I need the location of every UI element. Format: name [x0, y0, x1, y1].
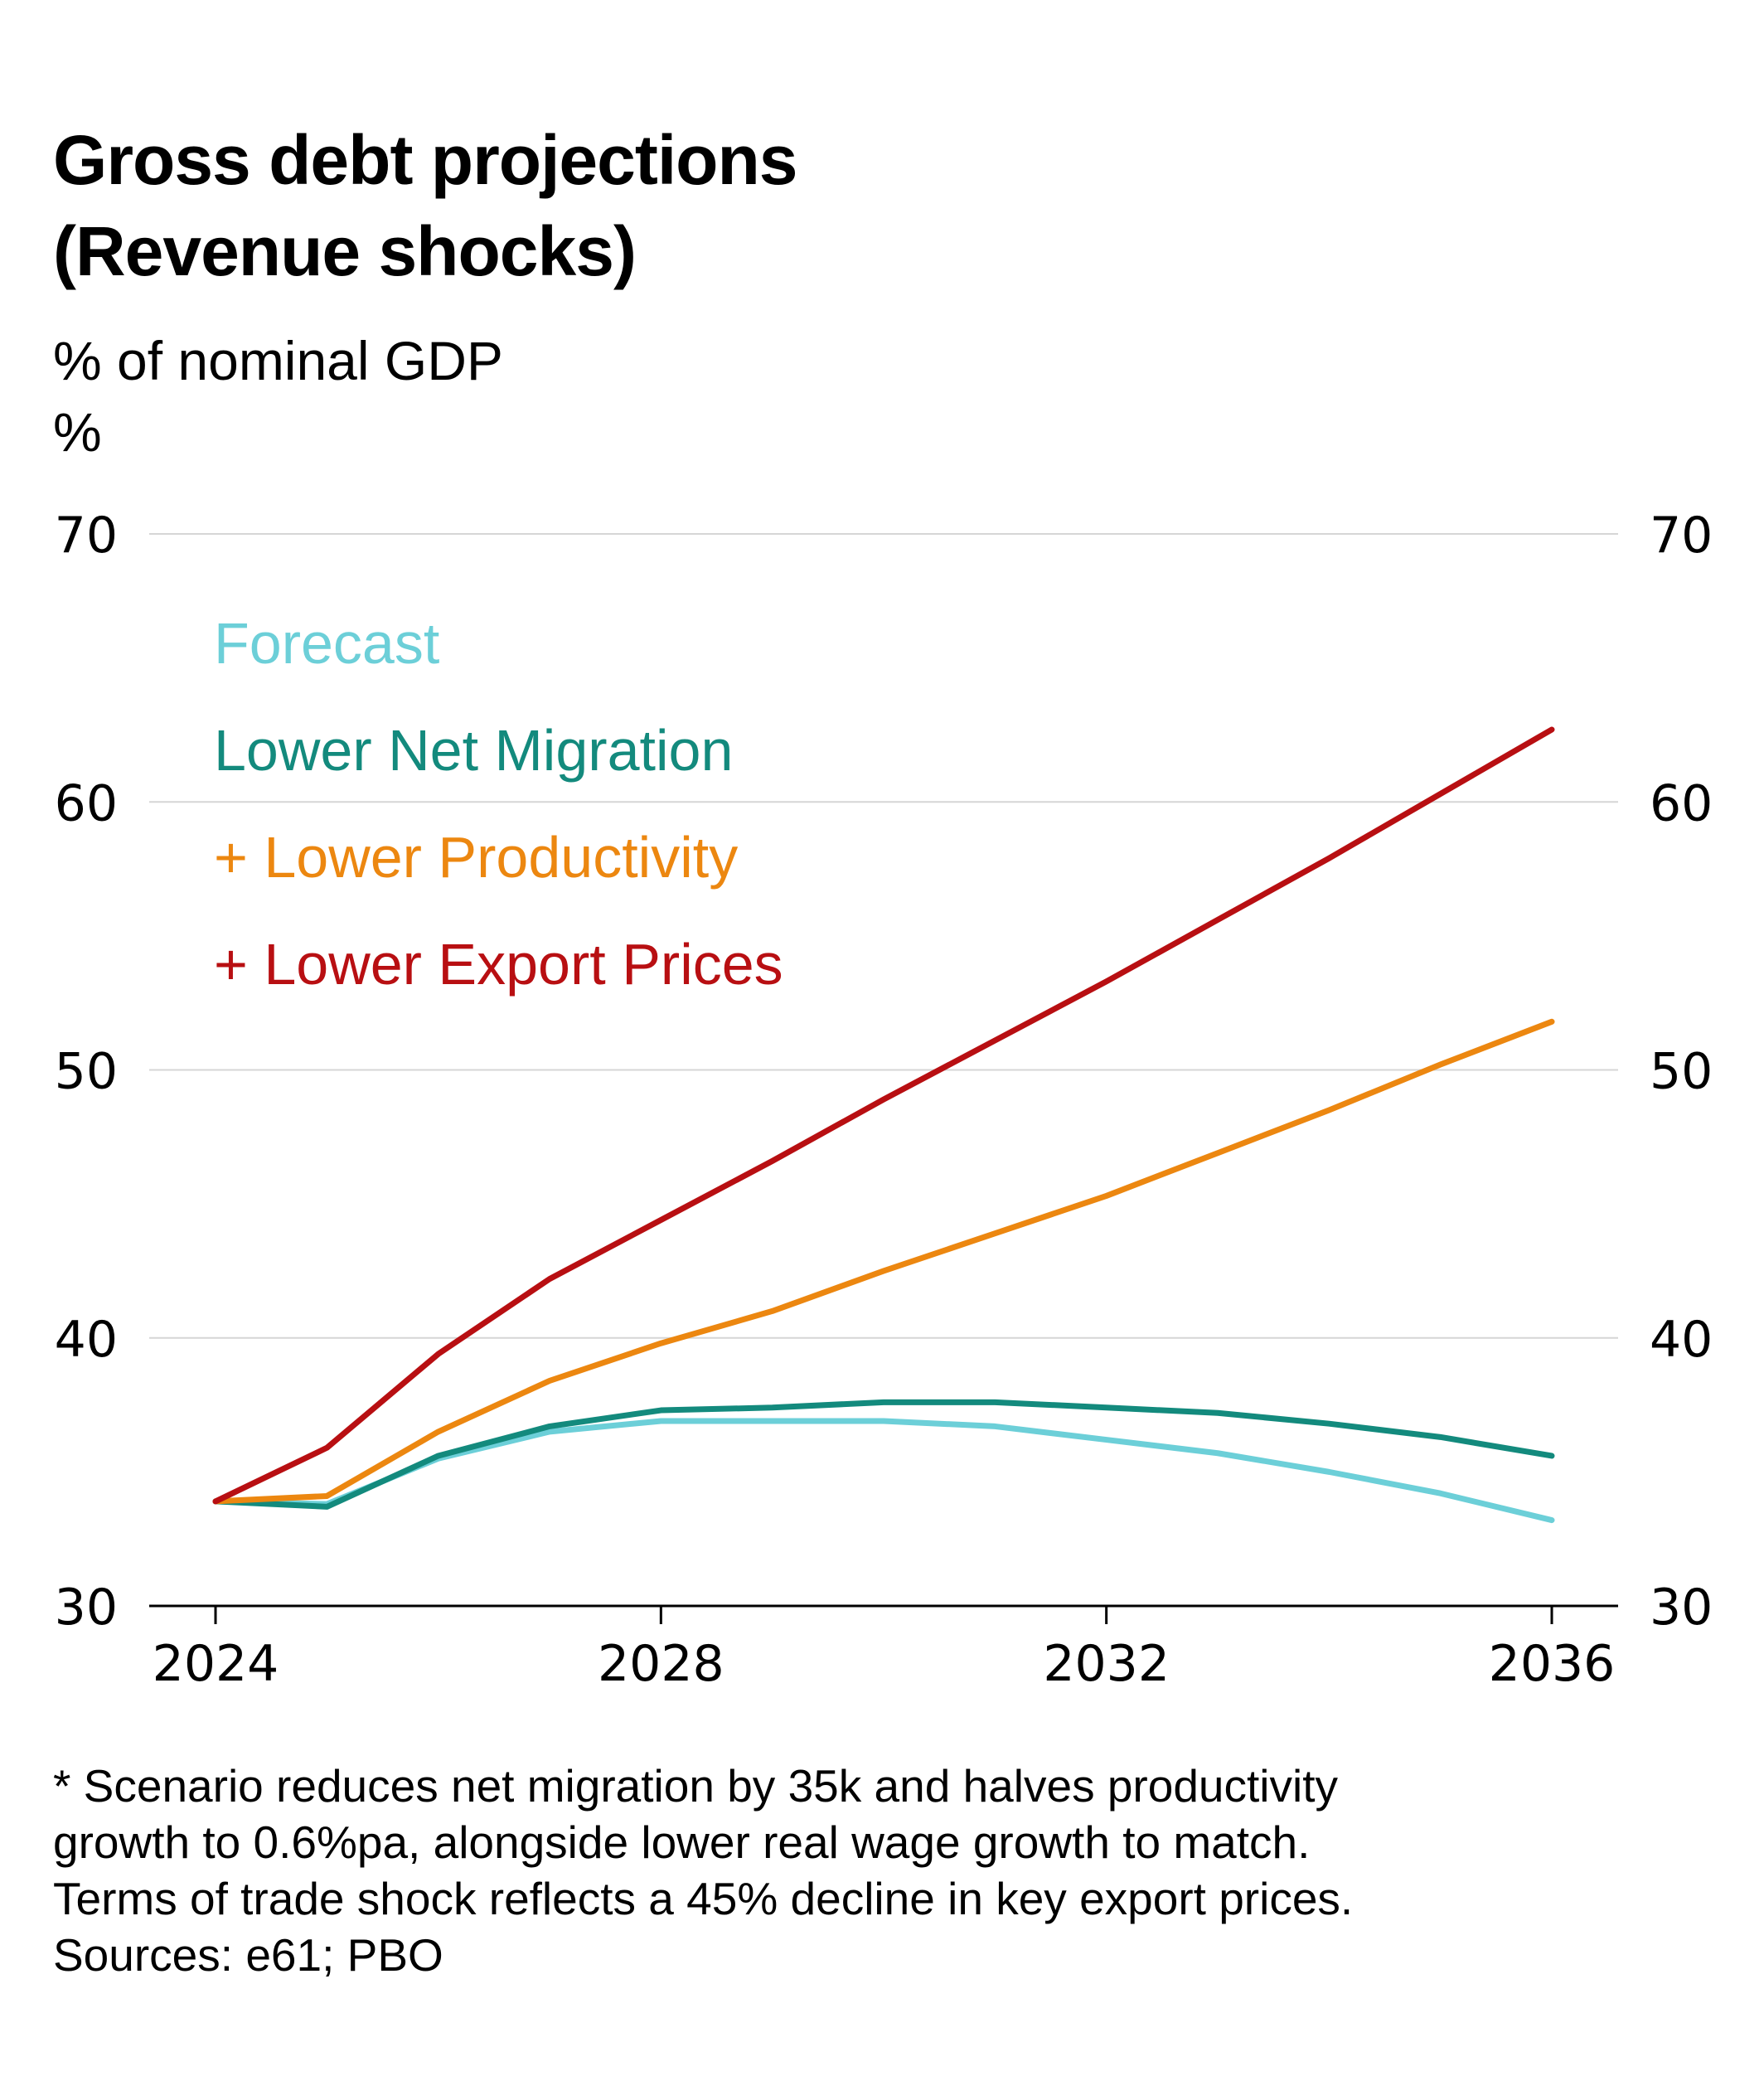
- footnote: * Scenario reduces net migration by 35k …: [53, 1758, 1678, 1983]
- x-tick-label: 2024: [153, 1635, 279, 1693]
- y-tick-label-right: 50: [1650, 1043, 1713, 1101]
- gridlines: [149, 533, 1618, 1339]
- footnote-line-2: growth to 0.6%pa, alongside lower real w…: [53, 1816, 1311, 1868]
- footnote-line-4: Sources: e61; PBO: [53, 1929, 443, 1981]
- y-tick-label-left: 60: [55, 774, 118, 832]
- legend-entry: + Lower Export Prices: [214, 932, 783, 997]
- x-tick-label: 2032: [1043, 1635, 1170, 1693]
- series-line: [212, 1018, 1555, 1505]
- y-tick-label-right: 70: [1650, 507, 1713, 565]
- x-tick-label: 2036: [1489, 1635, 1616, 1693]
- series-line: [212, 1399, 1555, 1510]
- legend-entry: + Lower Productivity: [214, 825, 738, 890]
- chart-title-line-2: (Revenue shocks): [53, 212, 637, 290]
- y-tick-label-left: 40: [55, 1311, 118, 1369]
- series-line: [212, 1418, 1555, 1524]
- y-tick-label-right: 40: [1650, 1311, 1713, 1369]
- y-axis-labels-left: 30 40 50 60 70: [55, 507, 118, 1637]
- footnote-line-1: * Scenario reduces net migration by 35k …: [53, 1760, 1339, 1812]
- line-chart: 30 40 50 60 70 30 40 50 60 70 2024 2028 2032 2036 F…: [55, 507, 1713, 1693]
- x-axis-labels: 2024 2028 2032 2036: [153, 1635, 1616, 1693]
- series-lines: [212, 726, 1555, 1524]
- y-axis-unit: %: [53, 401, 102, 463]
- series-line: [212, 726, 1555, 1505]
- legend: Forecast Lower Net Migration + Lower Produ…: [214, 611, 783, 997]
- chart-subtitle: % of nominal GDP: [53, 330, 503, 391]
- y-tick-label-left: 70: [55, 507, 118, 565]
- y-tick-label-left: 50: [55, 1043, 118, 1101]
- footnote-line-3: Terms of trade shock reflects a 45% decl…: [53, 1873, 1354, 1924]
- chart-title: Gross debt projections (Revenue shocks): [53, 114, 797, 297]
- y-tick-label-left: 30: [55, 1579, 118, 1637]
- y-axis-labels-right: 30 40 50 60 70: [1650, 507, 1713, 1637]
- y-tick-label-right: 30: [1650, 1579, 1713, 1637]
- legend-entry: Lower Net Migration: [214, 718, 733, 783]
- legend-entry: Forecast: [214, 611, 439, 676]
- y-tick-label-right: 60: [1650, 774, 1713, 832]
- x-tick-label: 2028: [598, 1635, 724, 1693]
- chart-title-line-1: Gross debt projections: [53, 121, 797, 199]
- axes: [149, 1604, 1618, 1624]
